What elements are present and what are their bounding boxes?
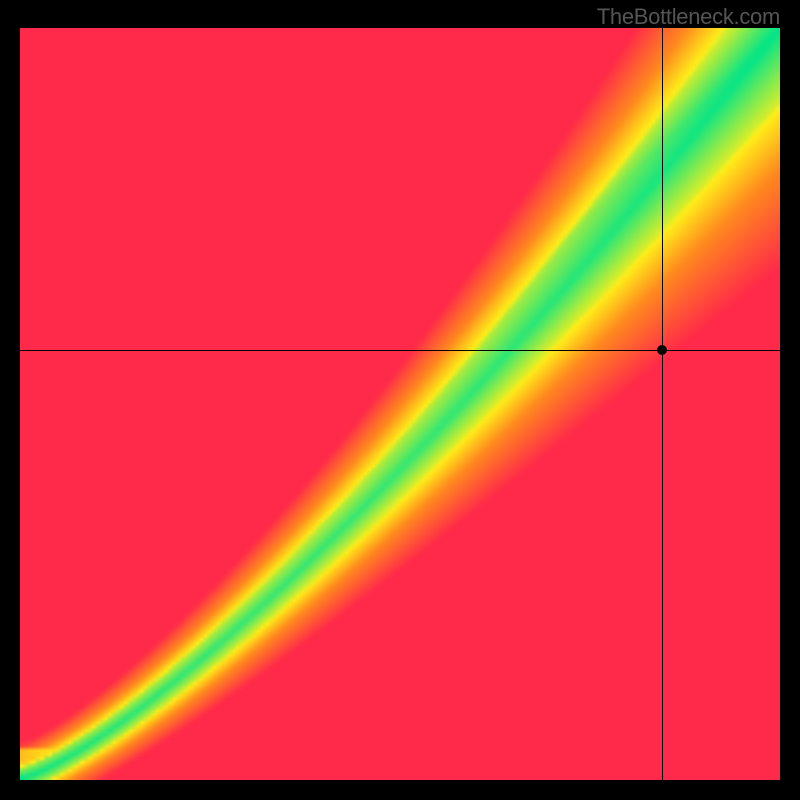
- heatmap-chart: [20, 28, 780, 780]
- watermark-text: TheBottleneck.com: [597, 4, 780, 30]
- heatmap-canvas: [20, 28, 780, 780]
- intersection-marker: [657, 345, 667, 355]
- crosshair-vertical: [662, 28, 663, 780]
